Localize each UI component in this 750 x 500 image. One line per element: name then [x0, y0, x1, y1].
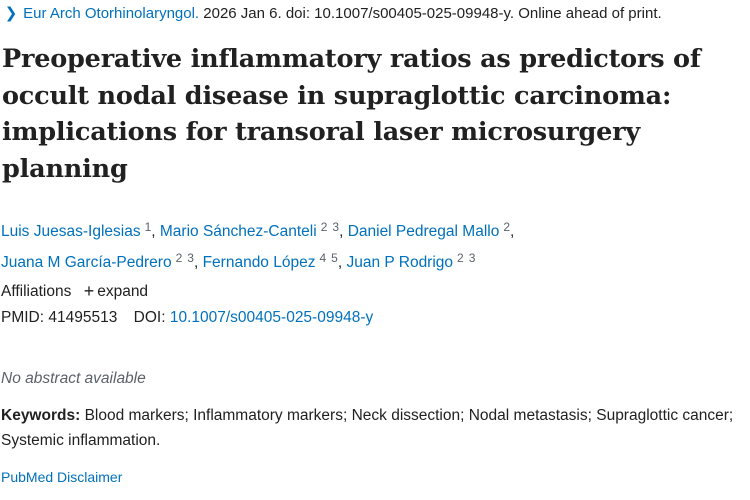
- citation-line: ❯ Eur Arch Otorhinolaryngol. 2026 Jan 6.…: [3, 4, 662, 24]
- author-item: Fernando López 4 5: [202, 251, 338, 271]
- article-title: Preoperative inflammatory ratios as pred…: [2, 44, 701, 184]
- author-name-link[interactable]: Luis Juesas-Iglesias: [1, 223, 141, 240]
- author-name-link[interactable]: Juan P Rodrigo: [346, 254, 454, 271]
- keywords-section: Keywords: Blood markers; Inflammatory ma…: [1, 404, 736, 453]
- author-item: Juan P Rodrigo 2 3: [346, 251, 476, 271]
- affiliation-number[interactable]: 2: [175, 251, 183, 265]
- journal-link[interactable]: Eur Arch Otorhinolaryngol.: [23, 5, 200, 22]
- affiliation-number[interactable]: 2: [320, 220, 328, 234]
- author-item: Mario Sánchez-Canteli 2 3: [159, 220, 340, 240]
- author-name-link[interactable]: Daniel Pedregal Mallo: [347, 223, 500, 240]
- authors-list: Luis Juesas-Iglesias 1, Mario Sánchez-Can…: [1, 214, 741, 276]
- author-item: Luis Juesas-Iglesias 1: [1, 220, 152, 240]
- keywords-text: Blood markers; Inflammatory markers; Nec…: [1, 407, 734, 449]
- pmid-value: 41495513: [48, 309, 118, 326]
- affiliation-number[interactable]: 4: [319, 251, 327, 265]
- author-item: Daniel Pedregal Mallo 2: [347, 220, 511, 240]
- affiliation-number[interactable]: 2: [457, 251, 464, 265]
- author-separator: ,: [339, 223, 348, 240]
- affiliations-label: Affiliations: [1, 283, 72, 300]
- plus-icon: +: [83, 281, 95, 301]
- chevron-right-icon[interactable]: ❯: [4, 5, 18, 22]
- citation-details: 2026 Jan 6. doi: 10.1007/s00405-025-0994…: [203, 5, 662, 22]
- affiliations-expand-button[interactable]: + expand: [83, 281, 149, 301]
- identifiers-row: PMID: 41495513 DOI: 10.1007/s00405-025-0…: [1, 307, 373, 329]
- author-separator: ,: [510, 223, 515, 240]
- no-abstract-notice: No abstract available: [1, 370, 146, 387]
- pmid-label: PMID:: [1, 309, 45, 326]
- affiliation-number[interactable]: 2: [503, 220, 511, 234]
- author-separator: ,: [151, 223, 160, 240]
- doi-link[interactable]: 10.1007/s00405-025-09948-y: [169, 309, 374, 326]
- author-name-link[interactable]: Juana M García-Pedrero: [1, 254, 172, 271]
- affiliation-number[interactable]: 5: [331, 251, 338, 265]
- author-name-link[interactable]: Fernando López: [202, 254, 316, 271]
- pubmed-disclaimer: PubMed Disclaimer: [1, 467, 122, 487]
- pubmed-disclaimer-link[interactable]: PubMed Disclaimer: [1, 469, 123, 485]
- keywords-label: Keywords:: [1, 407, 81, 424]
- author-name-link[interactable]: Mario Sánchez-Canteli: [159, 223, 317, 240]
- affiliation-number[interactable]: 3: [468, 251, 476, 265]
- author-item: Juana M García-Pedrero 2 3: [1, 251, 194, 271]
- affiliations-row: Affiliations + expand: [1, 280, 148, 303]
- affiliation-number[interactable]: 3: [187, 251, 194, 265]
- expand-label: expand: [97, 283, 149, 300]
- affiliation-number[interactable]: 3: [332, 220, 340, 234]
- author-separator: ,: [337, 254, 347, 271]
- doi-label: DOI:: [133, 309, 166, 326]
- affiliation-number[interactable]: 1: [144, 220, 152, 234]
- author-separator: ,: [193, 254, 203, 271]
